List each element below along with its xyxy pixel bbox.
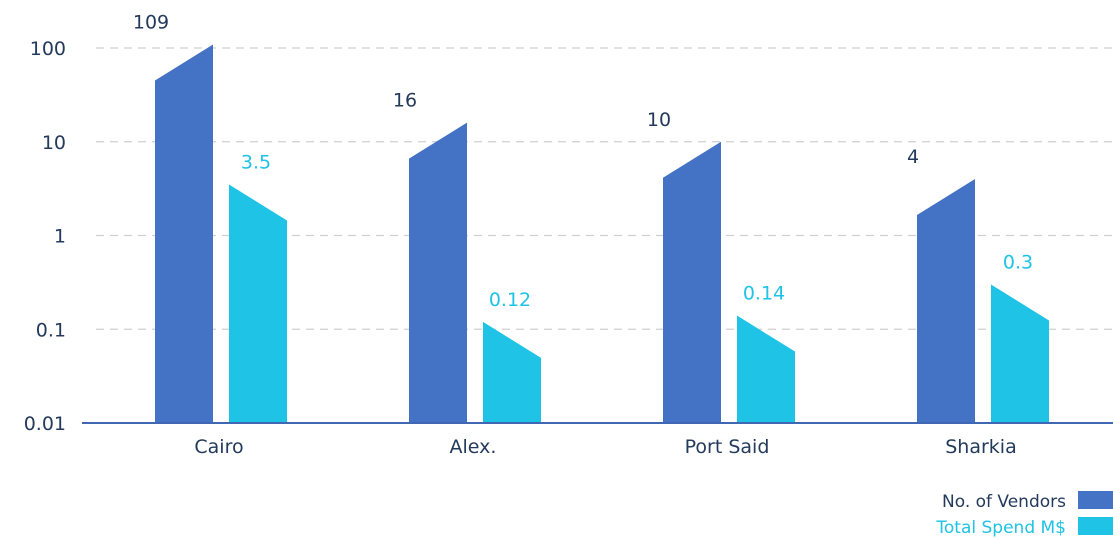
legend-label: No. of Vendors xyxy=(942,492,1066,512)
y-tick-label: 100 xyxy=(30,38,66,60)
spend-value-label-3: 0.3 xyxy=(1003,252,1033,274)
spend-value-label-2: 0.14 xyxy=(743,283,785,305)
spend-value-label-1: 0.12 xyxy=(489,289,531,311)
spend-bar-1 xyxy=(483,321,541,423)
spend-bar-3 xyxy=(991,284,1049,423)
y-tick-label: 0.1 xyxy=(36,319,66,341)
legend: No. of Vendors Total Spend M$ xyxy=(935,491,1113,538)
spend-bar-2 xyxy=(737,315,795,423)
spend-value-label-0: 3.5 xyxy=(241,151,271,173)
vendors-value-label-0: 109 xyxy=(133,11,169,33)
category-label: Cairo xyxy=(194,436,243,458)
y-tick-label: 0.01 xyxy=(24,413,66,435)
y-tick-label: 1 xyxy=(54,226,66,248)
legend-swatch xyxy=(1078,517,1113,535)
vendors-bar-0 xyxy=(155,44,213,423)
category-label: Port Said xyxy=(685,436,770,458)
category-label: Alex. xyxy=(450,436,497,458)
y-axis-ticks: 0.01 0.1 1 10 100 xyxy=(24,38,66,435)
vendors-value-label-1: 16 xyxy=(393,90,417,112)
category-labels: Cairo Alex. Port Said Sharkia xyxy=(194,436,1016,458)
y-tick-label: 10 xyxy=(42,132,66,154)
vendors-value-label-3: 4 xyxy=(907,146,919,168)
legend-label: Total Spend M$ xyxy=(935,518,1066,538)
data-labels: 109 3.5 16 0.12 10 0.14 4 0.3 xyxy=(133,11,1033,310)
category-label: Sharkia xyxy=(945,436,1016,458)
legend-swatch xyxy=(1078,491,1113,509)
bars xyxy=(155,44,1049,423)
spend-bar-0 xyxy=(229,184,287,423)
vendors-value-label-2: 10 xyxy=(647,109,671,131)
vendors-bar-2 xyxy=(663,141,721,423)
vendors-bar-3 xyxy=(917,179,975,423)
vendors-bar-1 xyxy=(409,122,467,423)
